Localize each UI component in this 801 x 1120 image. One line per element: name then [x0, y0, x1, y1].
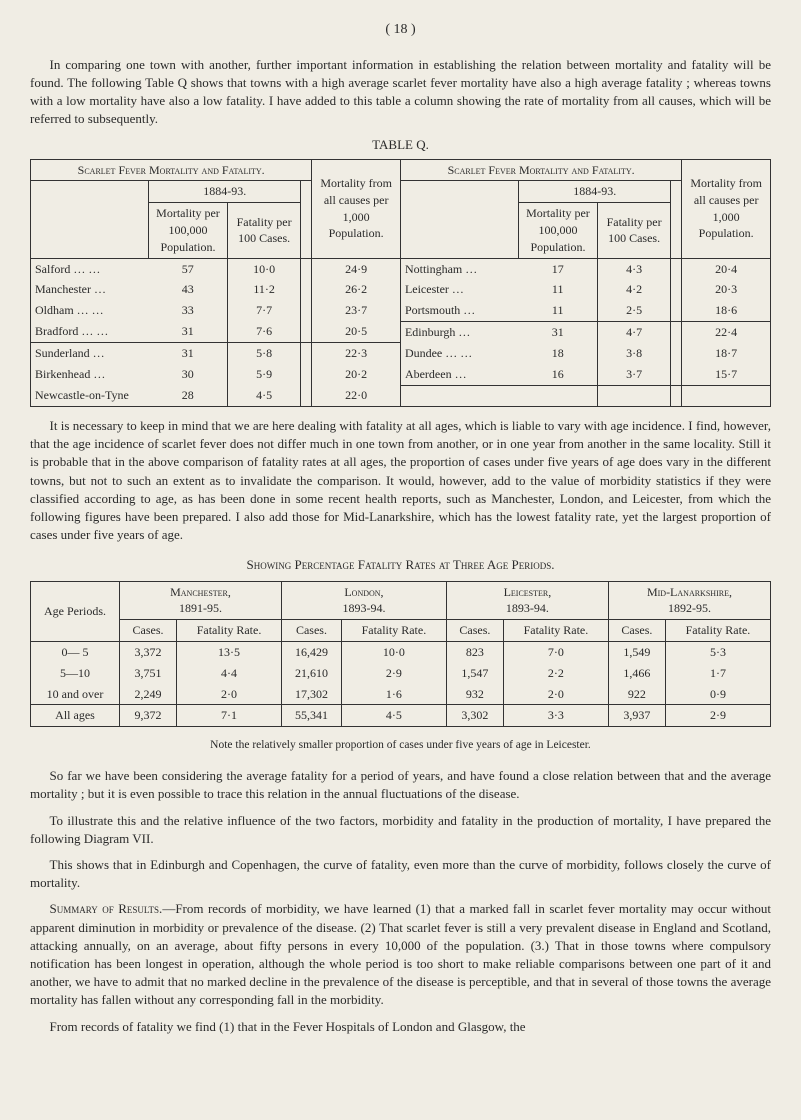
tq-period-l: 1884-93.: [149, 181, 301, 203]
paragraph-1: In comparing one town with another, furt…: [30, 56, 771, 129]
tp-total-row: All ages 9,372 7·1 55,341 4·5 3,302 3·3 …: [31, 705, 771, 727]
tq-gap-r: [671, 181, 682, 258]
tp-c: Cases.: [446, 620, 503, 642]
paragraph-7: From records of fatality we find (1) tha…: [30, 1018, 771, 1036]
tq-row: Bradford … … 31 7·6 20·5 Edinburgh … 31 …: [31, 321, 771, 342]
tp-row: 10 and over 2,249 2·0 17,302 1·6 932 2·0…: [31, 684, 771, 705]
tp-age-h: Age Periods.: [31, 581, 120, 641]
paragraph-6: —From records of morbidity, we have lear…: [30, 901, 771, 1007]
paragraph-2: It is necessary to keep in mind that we …: [30, 417, 771, 544]
tp-g0: Manchester,1891-95.: [120, 581, 282, 620]
tq-row: Sunderland … 31 5·8 22·3 Dundee … … 18 3…: [31, 343, 771, 364]
tq-blank-l: [31, 181, 149, 258]
tq-row: Manchester … 43 11·2 26·2 Leicester … 11…: [31, 279, 771, 300]
tq-period-r: 1884-93.: [519, 181, 671, 203]
tp-g1: London,1893-94.: [282, 581, 447, 620]
tp-row: 5—10 3,751 4·4 21,610 2·9 1,547 2·2 1,46…: [31, 663, 771, 684]
tq-row: Oldham … … 33 7·7 23·7 Portsmouth … 11 2…: [31, 300, 771, 321]
tq-header-right: Scarlet Fever Mortality and Fatality.: [400, 159, 681, 181]
tq-row: Salford … … 57 10·0 24·9 Nottingham … 17…: [31, 258, 771, 279]
tp-row: 0— 5 3,372 13·5 16,429 10·0 823 7·0 1,54…: [31, 641, 771, 662]
paragraph-5: This shows that in Edinburgh and Copenha…: [30, 856, 771, 892]
tq-fat-l: Fatality per 100 Cases.: [227, 203, 301, 258]
tp-r: Fatality Rate.: [503, 620, 608, 642]
tq-header-left: Scarlet Fever Mortality and Fatality.: [31, 159, 312, 181]
tq-mort-l: Mortality per 100,000 Population.: [149, 203, 228, 258]
tp-r: Fatality Rate.: [341, 620, 446, 642]
tp-r: Fatality Rate.: [665, 620, 770, 642]
tq-rtown0: Nottingham …: [400, 258, 518, 279]
tq-header-allcauses-r: Mortality from all causes per 1,000 Popu…: [682, 159, 771, 258]
tp-c: Cases.: [120, 620, 177, 642]
tp-g3: Mid-Lanarkshire,1892-95.: [608, 581, 770, 620]
tq-fat-r: Fatality per 100 Cases.: [597, 203, 671, 258]
summary-heading: Summary of Results.: [50, 901, 163, 916]
tq-row: Newcastle-on-Tyne 28 4·5 22·0: [31, 385, 771, 406]
paragraph-summary: Summary of Results.—From records of morb…: [30, 900, 771, 1009]
tq-header-allcauses-l: Mortality from all causes per 1,000 Popu…: [312, 159, 401, 258]
table-pct: Age Periods. Manchester,1891-95. London,…: [30, 581, 771, 728]
tq-mort-r: Mortality per 100,000 Population.: [519, 203, 598, 258]
tp-r: Fatality Rate.: [177, 620, 282, 642]
tp-c: Cases.: [282, 620, 342, 642]
tq-blank-r: [400, 181, 518, 258]
paragraph-4: To illustrate this and the relative infl…: [30, 812, 771, 848]
table-pct-heading: Showing Percentage Fatality Rates at Thr…: [30, 556, 771, 574]
table-pct-note: Note the relatively smaller proportion o…: [30, 737, 771, 753]
tq-gap-l: [301, 181, 312, 258]
tq-row: Birkenhead … 30 5·9 20·2 Aberdeen … 16 3…: [31, 364, 771, 385]
paragraph-3: So far we have been considering the aver…: [30, 767, 771, 803]
table-q-label: TABLE Q.: [30, 136, 771, 154]
tq-town0: Salford … …: [31, 258, 149, 279]
tp-c: Cases.: [608, 620, 665, 642]
tp-g2: Leicester,1893-94.: [446, 581, 608, 620]
page-number: ( 18 ): [30, 20, 771, 40]
table-q: Scarlet Fever Mortality and Fatality. Mo…: [30, 159, 771, 408]
